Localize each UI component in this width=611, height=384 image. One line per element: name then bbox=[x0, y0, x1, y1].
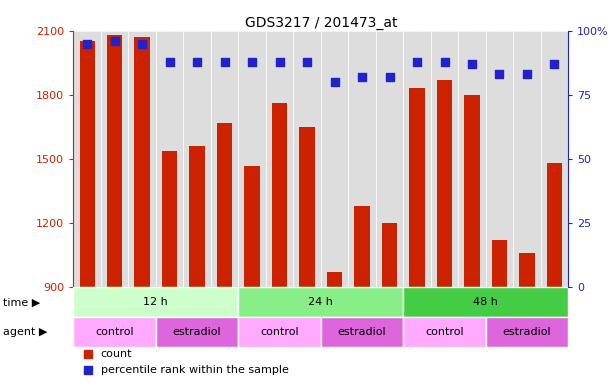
Bar bbox=[513, 31, 541, 288]
Bar bbox=[217, 123, 232, 288]
Bar bbox=[73, 31, 101, 288]
Bar bbox=[183, 31, 211, 288]
Bar bbox=[431, 31, 458, 288]
Bar bbox=[293, 31, 321, 288]
Point bbox=[137, 40, 147, 46]
Point bbox=[357, 74, 367, 80]
Point bbox=[192, 58, 202, 65]
Bar bbox=[238, 31, 266, 288]
Bar bbox=[238, 317, 321, 347]
Text: agent ▶: agent ▶ bbox=[3, 327, 48, 337]
Bar bbox=[128, 31, 156, 288]
Point bbox=[220, 58, 230, 65]
Bar bbox=[403, 317, 486, 347]
Point bbox=[330, 79, 340, 85]
Bar bbox=[486, 317, 568, 347]
Text: estradiol: estradiol bbox=[503, 327, 551, 337]
Bar bbox=[162, 151, 177, 288]
Bar bbox=[492, 240, 507, 288]
Point bbox=[110, 38, 120, 44]
Bar bbox=[73, 288, 238, 317]
Title: GDS3217 / 201473_at: GDS3217 / 201473_at bbox=[244, 16, 397, 30]
Bar bbox=[79, 41, 95, 288]
Point bbox=[522, 71, 532, 78]
Bar bbox=[327, 273, 342, 288]
Point bbox=[82, 40, 92, 46]
Bar bbox=[403, 31, 431, 288]
Bar bbox=[101, 31, 128, 288]
Text: control: control bbox=[95, 327, 134, 337]
Bar bbox=[299, 127, 315, 288]
Bar bbox=[354, 206, 370, 288]
Point bbox=[302, 58, 312, 65]
Point bbox=[247, 58, 257, 65]
Bar bbox=[376, 31, 403, 288]
Point bbox=[385, 74, 395, 80]
Bar bbox=[382, 223, 397, 288]
Bar bbox=[73, 317, 156, 347]
Point bbox=[412, 58, 422, 65]
Text: count: count bbox=[101, 349, 132, 359]
Bar bbox=[189, 146, 205, 288]
Bar bbox=[464, 95, 480, 288]
Bar bbox=[437, 80, 452, 288]
Text: control: control bbox=[260, 327, 299, 337]
Bar bbox=[134, 37, 150, 288]
Text: 12 h: 12 h bbox=[144, 297, 168, 307]
Point bbox=[467, 61, 477, 67]
Text: 24 h: 24 h bbox=[309, 297, 333, 307]
Bar bbox=[486, 31, 513, 288]
Bar bbox=[458, 31, 486, 288]
Bar bbox=[107, 35, 122, 288]
Bar bbox=[403, 288, 568, 317]
Bar bbox=[211, 31, 238, 288]
Bar bbox=[321, 31, 348, 288]
Text: control: control bbox=[425, 327, 464, 337]
Bar bbox=[272, 103, 287, 288]
Bar bbox=[547, 163, 562, 288]
Bar bbox=[409, 88, 425, 288]
Bar bbox=[321, 317, 403, 347]
Bar bbox=[541, 31, 568, 288]
Point bbox=[440, 58, 450, 65]
Point bbox=[495, 71, 505, 78]
Bar bbox=[519, 253, 535, 288]
Bar bbox=[238, 288, 403, 317]
Text: percentile rank within the sample: percentile rank within the sample bbox=[101, 366, 288, 376]
Point bbox=[275, 58, 285, 65]
Bar bbox=[266, 31, 293, 288]
Bar bbox=[156, 31, 183, 288]
Text: estradiol: estradiol bbox=[173, 327, 221, 337]
Point bbox=[550, 61, 560, 67]
Bar bbox=[244, 166, 260, 288]
Text: 48 h: 48 h bbox=[474, 297, 498, 307]
Bar bbox=[348, 31, 376, 288]
Text: time ▶: time ▶ bbox=[3, 297, 40, 307]
Text: estradiol: estradiol bbox=[338, 327, 386, 337]
Point bbox=[165, 58, 175, 65]
Bar bbox=[156, 317, 238, 347]
